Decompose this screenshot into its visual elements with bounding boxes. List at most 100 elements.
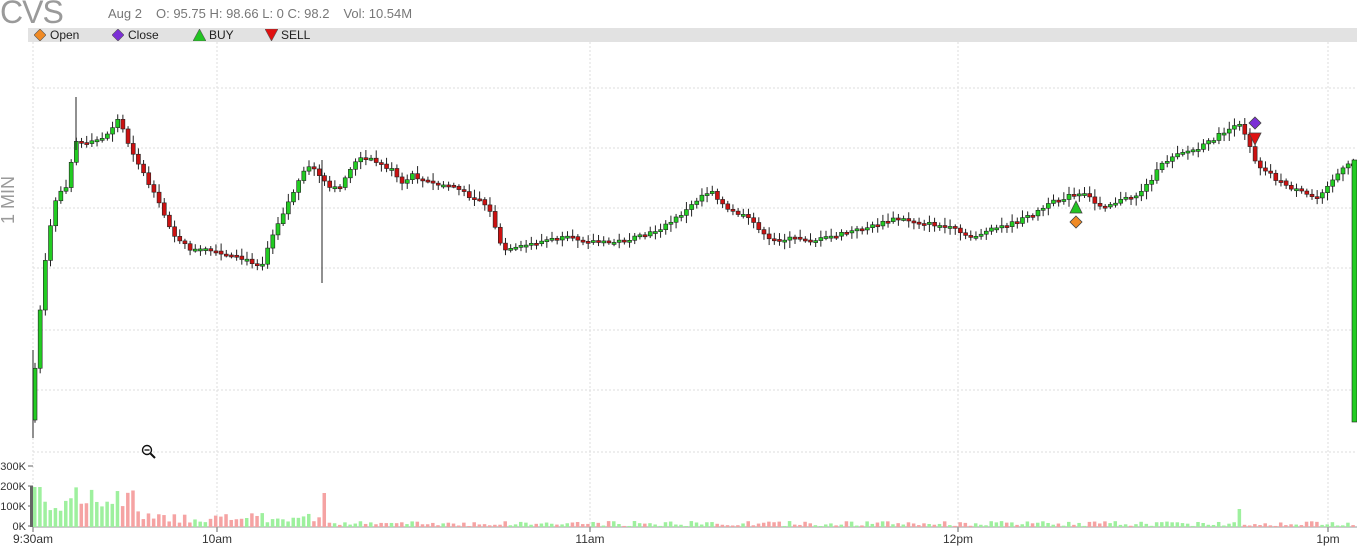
volume-bar xyxy=(193,519,197,527)
volume-bar xyxy=(405,524,409,527)
volume-bar xyxy=(524,522,528,527)
candle-body xyxy=(947,226,953,229)
volume-bar xyxy=(338,524,342,527)
candle-body xyxy=(1195,149,1201,152)
candle-body xyxy=(622,239,627,243)
volume-bar xyxy=(64,500,68,527)
volume-bar xyxy=(1232,522,1236,527)
volume-bar xyxy=(312,521,316,527)
volume-bar xyxy=(157,514,161,527)
volume-bar xyxy=(534,523,538,527)
candle-body xyxy=(1066,194,1072,200)
volume-bar xyxy=(389,522,394,527)
volume-bar xyxy=(1330,522,1335,527)
volume-bar xyxy=(182,514,187,527)
candle-body xyxy=(79,141,84,144)
volume-bar xyxy=(1041,521,1045,527)
volume-bar xyxy=(767,521,771,527)
candle-body xyxy=(1206,140,1211,145)
volume-bar xyxy=(317,517,321,527)
candle-body xyxy=(978,233,984,237)
volume-bar xyxy=(849,521,854,527)
candle-body xyxy=(291,192,296,203)
candle-body xyxy=(456,185,462,190)
volume-bar xyxy=(1092,521,1097,527)
candle-body xyxy=(508,248,513,251)
candle-body xyxy=(1113,202,1118,206)
volume-bar xyxy=(792,524,797,527)
candle-body xyxy=(513,246,519,250)
volume-bar xyxy=(43,501,47,527)
candle-body xyxy=(317,168,322,176)
candle-body xyxy=(1004,225,1010,228)
candle-body xyxy=(896,217,901,221)
candle-body xyxy=(1009,221,1015,227)
volume-bar xyxy=(1108,523,1112,527)
volume-bar xyxy=(627,525,632,527)
candle-body xyxy=(1133,195,1139,199)
candle-body xyxy=(901,218,906,221)
candle-body xyxy=(306,166,312,172)
candle-body xyxy=(932,221,937,227)
candle-body xyxy=(1144,183,1149,192)
candle-body xyxy=(192,248,198,252)
candle-body xyxy=(684,209,689,216)
volume-bar xyxy=(224,514,228,527)
candle-body xyxy=(1263,167,1268,172)
volume-bar xyxy=(1082,525,1087,527)
candle-body xyxy=(1118,199,1123,204)
volume-bar xyxy=(394,523,399,527)
volume-bar xyxy=(1067,521,1071,527)
candle-body xyxy=(890,217,896,222)
candle-body xyxy=(177,236,183,242)
volume-tick-label: 200K xyxy=(0,481,26,493)
candle-body xyxy=(865,227,870,231)
candle-body xyxy=(1335,173,1341,181)
candle-body xyxy=(994,227,999,231)
candle-body xyxy=(653,231,658,234)
candle-body xyxy=(110,127,115,135)
candle-body xyxy=(89,140,95,144)
volume-bar xyxy=(53,508,58,527)
candle-body xyxy=(384,163,389,169)
candle-body xyxy=(105,133,110,139)
candle-body xyxy=(673,216,679,223)
volume-bar xyxy=(48,510,53,527)
volume-bar xyxy=(1320,524,1324,527)
candle-body xyxy=(410,173,415,180)
candle-body xyxy=(1314,196,1320,199)
buy-triangle-icon xyxy=(193,29,206,41)
volume-bar xyxy=(369,522,373,527)
candle-body xyxy=(296,180,301,193)
candle-body xyxy=(446,184,451,188)
open-diamond-icon xyxy=(34,29,46,41)
zoom-out-button[interactable] xyxy=(141,444,157,465)
candle-body xyxy=(270,234,276,249)
candle-body xyxy=(1097,203,1103,207)
volume-bar xyxy=(1191,525,1195,527)
candle-body xyxy=(813,240,818,243)
candle-body xyxy=(1299,188,1304,192)
volume-bar xyxy=(1273,525,1278,527)
volume-bar xyxy=(379,522,383,527)
volume-bar xyxy=(637,523,642,527)
volume-bar xyxy=(813,525,818,527)
candle-body xyxy=(1030,215,1036,218)
volume-bar xyxy=(441,523,445,527)
volume-bar xyxy=(710,522,714,527)
volume-bar xyxy=(622,525,626,527)
candle-body xyxy=(337,186,343,190)
candle-body xyxy=(1325,185,1330,194)
candle-body xyxy=(529,243,534,246)
volume-bar xyxy=(612,521,616,527)
volume-bar xyxy=(208,518,213,527)
volume-bar xyxy=(591,522,595,527)
volume-bar xyxy=(1010,522,1014,527)
candle-body xyxy=(1014,221,1020,224)
candle-body xyxy=(497,226,503,244)
volume-bar xyxy=(1299,525,1304,527)
candle-body xyxy=(187,243,193,251)
volume-bar xyxy=(518,521,523,527)
volume-bar xyxy=(84,503,89,527)
